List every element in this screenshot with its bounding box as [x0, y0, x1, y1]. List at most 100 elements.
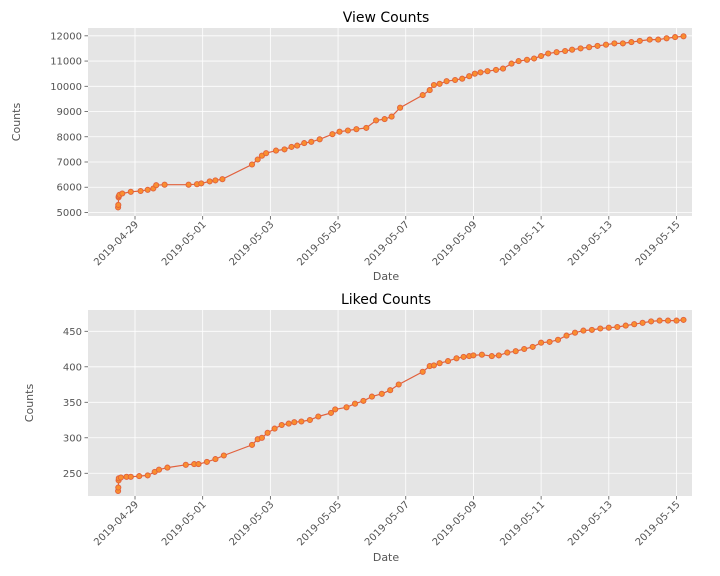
data-point	[492, 66, 500, 73]
data-point	[436, 80, 443, 87]
data-point	[308, 138, 315, 145]
data-point	[611, 40, 618, 47]
data-point	[285, 420, 292, 427]
data-point	[538, 339, 545, 346]
data-point	[298, 418, 305, 425]
y-tick-label: 5000	[57, 208, 82, 219]
data-point	[115, 201, 122, 208]
data-point	[580, 327, 587, 334]
data-point	[586, 44, 593, 51]
x-tick-label: 2019-04-29	[92, 499, 141, 548]
data-point	[594, 42, 601, 49]
y-tick-label: 10000	[50, 82, 82, 93]
data-point	[443, 78, 450, 85]
x-tick-label: 2019-05-13	[566, 219, 615, 268]
data-point	[327, 409, 335, 416]
data-point	[419, 368, 426, 375]
data-point	[664, 317, 672, 324]
data-point	[220, 452, 227, 459]
x-tick-label: 2019-05-07	[363, 219, 412, 268]
y-tick-label: 450	[63, 327, 82, 338]
data-point	[648, 318, 655, 325]
data-point	[619, 40, 626, 47]
data-point	[373, 117, 380, 124]
data-point	[248, 441, 256, 448]
data-point	[631, 321, 638, 328]
data-point	[673, 317, 680, 324]
data-point	[278, 421, 285, 429]
chart-title: View Counts	[343, 10, 430, 26]
data-point	[663, 35, 670, 42]
data-point	[571, 329, 579, 336]
view-counts-chart: View Counts 2019-04-29 2019-05-01 2019-05-…	[10, 10, 692, 283]
data-point	[459, 75, 466, 82]
x-axis-ticks: 2019-04-29 2019-05-01 2019-05-03 2019-05-05…	[92, 216, 683, 268]
data-point	[460, 353, 467, 360]
data-point	[271, 425, 278, 432]
data-point	[538, 52, 545, 60]
data-point	[344, 127, 351, 134]
data-point	[387, 387, 394, 394]
data-point	[622, 322, 629, 329]
data-point	[453, 355, 460, 362]
y-axis-ticks: 5000 6000 7000 8000 9000 10000 11000 12000	[50, 31, 88, 219]
x-tick-label: 2019-05-13	[566, 499, 615, 548]
data-point	[531, 55, 538, 62]
data-point	[636, 37, 643, 44]
data-point	[419, 92, 426, 99]
data-point	[343, 404, 350, 411]
y-tick-label: 12000	[50, 31, 82, 42]
x-tick-label: 2019-05-01	[160, 219, 209, 268]
plot-area	[88, 28, 692, 216]
data-point	[495, 352, 502, 359]
data-point	[316, 136, 323, 143]
data-point	[281, 146, 288, 153]
data-point	[680, 316, 687, 323]
data-point	[444, 358, 452, 365]
data-point	[680, 33, 687, 40]
data-point	[471, 70, 478, 77]
data-point	[395, 381, 402, 388]
x-axis-ticks: 2019-04-29 2019-05-01 2019-05-03 2019-05-05…	[92, 496, 683, 548]
y-tick-label: 400	[63, 362, 82, 373]
chart-title: Liked Counts	[341, 292, 431, 308]
y-axis-label: Counts	[23, 384, 36, 423]
data-point	[656, 317, 663, 324]
x-tick-label: 2019-05-09	[431, 499, 480, 548]
x-tick-label: 2019-05-07	[363, 499, 412, 548]
data-point	[508, 60, 515, 67]
data-point	[119, 190, 126, 197]
data-point	[515, 58, 522, 65]
series-marks	[115, 316, 687, 495]
series-marks	[115, 33, 687, 211]
data-point	[639, 319, 646, 326]
data-point	[144, 186, 151, 193]
x-tick-label: 2019-05-05	[295, 499, 344, 548]
data-point	[363, 124, 370, 131]
x-tick-label: 2019-04-29	[92, 219, 141, 268]
data-point	[426, 87, 433, 94]
x-tick-label: 2019-05-05	[295, 219, 344, 268]
data-point	[153, 182, 160, 189]
data-point	[155, 466, 163, 473]
data-point	[563, 332, 570, 339]
data-point	[117, 474, 124, 481]
x-tick-label: 2019-05-15	[634, 219, 683, 268]
x-tick-label: 2019-05-01	[160, 499, 209, 548]
data-point	[206, 178, 213, 185]
plot-area	[88, 310, 692, 496]
data-point	[164, 464, 171, 471]
x-axis-label: Date	[373, 270, 400, 283]
data-point	[182, 461, 189, 468]
data-point	[430, 81, 437, 89]
data-point	[430, 362, 437, 369]
data-point	[512, 348, 519, 355]
data-point	[360, 397, 367, 404]
data-point	[478, 351, 485, 358]
data-point	[336, 128, 343, 135]
data-point	[353, 126, 360, 133]
data-point	[488, 353, 495, 360]
data-point	[198, 180, 205, 187]
data-point	[144, 472, 151, 479]
